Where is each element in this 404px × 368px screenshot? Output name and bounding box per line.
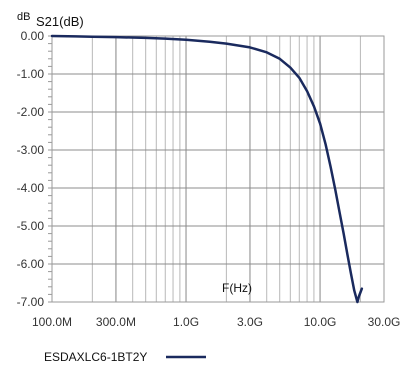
y-tick-label: -1.00 (17, 67, 45, 81)
x-tick-label: 3.0G (237, 315, 263, 329)
y-tick-label: -3.00 (17, 143, 45, 157)
y-tick-label: -6.00 (17, 257, 45, 271)
x-tick-label: 300.0M (96, 315, 136, 329)
plot-frame (51, 35, 385, 303)
x-tick-label: 100.0M (32, 315, 72, 329)
legend-entry-label: ESDAXLC6-1BT2Y (44, 350, 147, 364)
y-tick-label: 0.00 (21, 29, 45, 43)
y-tick-label: -4.00 (17, 181, 45, 195)
y-axis-unit-label: dB (17, 11, 30, 23)
y-tick-label: -2.00 (17, 105, 45, 119)
series-layer (50, 34, 364, 304)
legend: ESDAXLC6-1BT2Y (44, 350, 206, 364)
x-tick-label: 30.0G (368, 315, 401, 329)
x-tick-label: 1.0G (173, 315, 199, 329)
series-line (50, 34, 364, 304)
plot-background (52, 36, 384, 302)
y-tick-labels: 0.00 -1.00 -2.00 -3.00 -4.00 -5.00 -6.00 -7.00 (17, 29, 45, 309)
x-tick-label: 10.0G (304, 315, 337, 329)
chart-title: S21(dB) (36, 14, 84, 29)
y-tick-label: -7.00 (17, 295, 45, 309)
y-tick-label: -5.00 (17, 219, 45, 233)
x-axis-label: F(Hz) (222, 281, 252, 295)
x-tick-labels: 100.0M 300.0M 1.0G 3.0G 10.0G 30.0G (32, 315, 400, 329)
